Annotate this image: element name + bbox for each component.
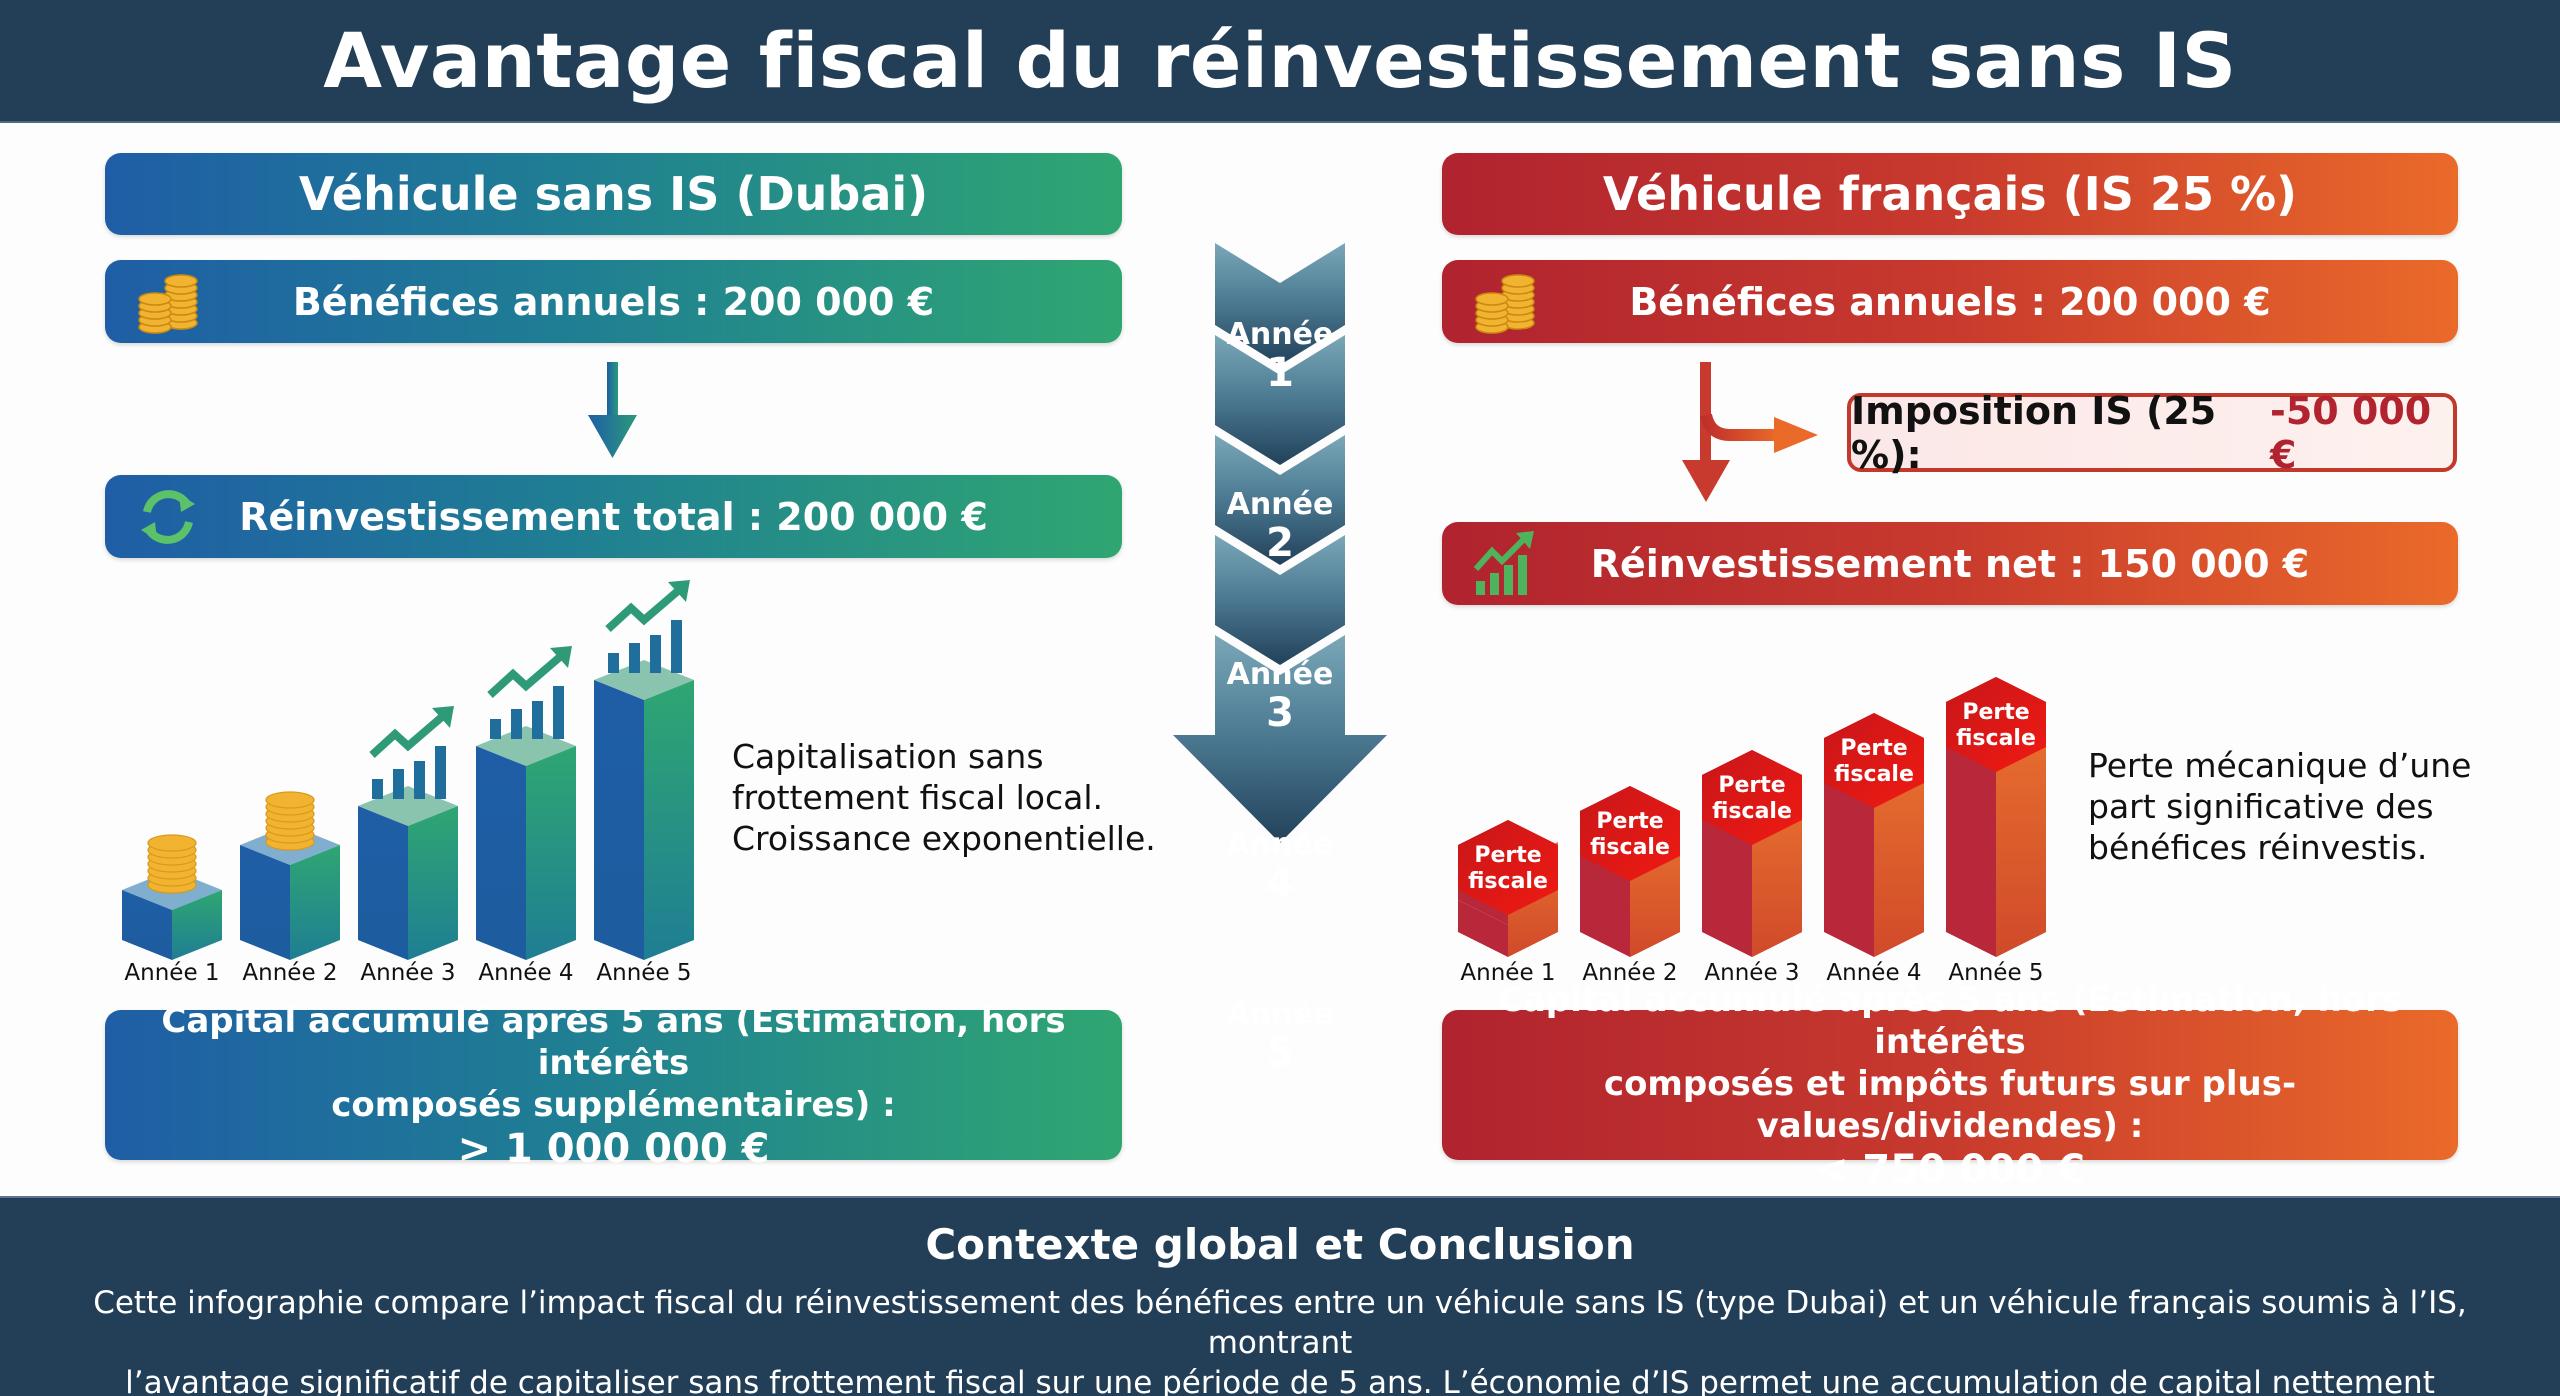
svg-text:Perte: Perte [1962,700,2029,725]
right-description: Perte mécanique d’une part significative… [2088,745,2471,868]
left-year-label-3: Année 3 [360,960,456,986]
mini-bars-icon [372,746,446,799]
coins-icon [265,791,315,851]
svg-text:Perte: Perte [1596,809,1663,834]
right-bar-year-5: Perte fiscale [1946,677,2046,957]
right-title: Véhicule français (IS 25 %) [1602,167,2298,221]
timeline-step-5: Année 5 [1226,997,1334,1076]
timeline-step-2: Année 2 [1226,487,1334,566]
refresh-icon [141,489,195,544]
page-title: Avantage fiscal du réinvestissement sans… [323,16,2237,105]
right-description-line-2: part significative des [2088,787,2434,826]
right-year-label-2: Année 2 [1582,960,1678,986]
left-description-line-1: Capitalisation sans [732,737,1044,776]
imposition-box: Imposition IS (25 %): -50 000 € [1847,389,2457,477]
svg-text:fiscale: fiscale [1468,869,1548,894]
coins-icon [138,273,198,334]
growth-chart-icon [1473,530,1534,595]
right-loss-bars: Perte fiscale Perte fiscale Perte fiscal… [1458,677,2046,957]
right-bar-year-3: Perte fiscale [1702,750,1802,957]
left-capital-line-1: Capital accumulé après 5 ans (Estimation… [161,1001,1066,1083]
mini-bars-icon [608,620,682,673]
right-description-line-3: bénéfices réinvestis. [2088,828,2428,867]
timeline-chevrons [1173,243,1387,843]
right-benefits-text: Bénéfices annuels : 200 000 € [1629,279,2271,324]
right-capital-line-1: Capital accumulé après 5 ans (Estimation… [1497,980,2403,1062]
right-capital-amount: < 750 000 € [1814,1147,2086,1193]
chevron-year-1 [1215,243,1345,365]
left-bar-year-5 [594,580,694,960]
footer-title: Contexte global et Conclusion [925,1220,1635,1269]
right-bar-year-2: Perte fiscale [1580,786,1680,957]
left-capital-box: Capital accumulé après 5 ans (Estimation… [105,1001,1122,1170]
footer-text: Cette infographie compare l’impact fisca… [0,1283,2560,1396]
right-reinvest-text: Réinvestissement net : 150 000 € [1590,541,2310,586]
right-year-label-4: Année 4 [1826,960,1922,986]
right-title-box: Véhicule français (IS 25 %) [1442,153,2458,235]
conclusion-footer: Contexte global et Conclusion Cette info… [0,1196,2560,1396]
svg-text:Perte: Perte [1840,736,1907,761]
chevron-year-3 [1215,435,1345,565]
right-bar-year-1: Perte fiscale [1458,820,1558,957]
timeline-overlay: Année 1 Année 2 Année 3 Année 4 Année 5 [1160,235,1400,1170]
left-bar-year-4 [476,646,576,960]
left-bar-year-3 [358,706,458,960]
right-year-label-3: Année 3 [1704,960,1800,986]
left-reinvest-box: Réinvestissement total : 200 000 € [105,475,1122,558]
footer-line-2: l’avantage significatif de capitaliser s… [125,1365,2435,1396]
right-benefits-box: Bénéfices annuels : 200 000 € [1442,260,2458,343]
left-year-label-2: Année 2 [242,960,338,986]
left-year-label-5: Année 5 [596,960,692,986]
left-title-box: Véhicule sans IS (Dubai) [105,153,1122,235]
imposition-value: -50 000 € [2270,388,2432,477]
left-title: Véhicule sans IS (Dubai) [298,167,929,221]
svg-text:fiscale: fiscale [1590,835,1670,860]
right-capital-box: Capital accumulé après 5 ans (Estimation… [1442,980,2458,1191]
left-description-line-2: frottement fiscal local. [732,778,1104,817]
svg-text:fiscale: fiscale [1712,799,1792,824]
arrow-down-icon [588,362,637,458]
imposition-label: Imposition IS (25 %): [1851,388,2217,477]
right-capital-line-2: composés et impôts futurs sur plus-value… [1603,1064,2297,1146]
right-year-label-5: Année 5 [1948,960,2044,986]
coins-icon [1475,273,1535,334]
left-description: Capitalisation sans frottement fiscal lo… [732,736,1156,859]
chevron-year-5-arrow [1173,635,1387,843]
chevron-year-4 [1215,535,1345,665]
left-year-label-1: Année 1 [124,960,220,986]
timeline-step-3: Année 3 [1226,657,1334,736]
svg-text:fiscale: fiscale [1956,726,2036,751]
left-reinvest-text: Réinvestissement total : 200 000 € [239,494,988,539]
left-year-label-4: Année 4 [478,960,574,986]
svg-text:Perte: Perte [1718,773,1785,798]
left-bar-year-2 [240,791,340,960]
timeline-step-4: Année 4 [1226,827,1334,906]
right-description-line-1: Perte mécanique d’une [2088,746,2472,785]
left-capital-line-2: composés supplémentaires) : [331,1085,896,1125]
svg-text:Perte: Perte [1474,843,1541,868]
split-arrow-icon [1682,362,1818,502]
right-year-label-1: Année 1 [1460,960,1556,986]
mini-bars-icon [490,686,564,739]
footer-line-1: Cette infographie compare l’impact fisca… [93,1285,2467,1361]
left-capital-amount: > 1 000 000 € [457,1126,770,1172]
left-bar-year-1 [122,834,222,960]
left-benefits-text: Bénéfices annuels : 200 000 € [292,279,935,324]
right-bar-year-4: Perte fiscale [1824,713,1924,957]
timeline-step-1: Année 1 [1226,317,1334,396]
chevron-year-2 [1215,335,1345,465]
svg-text:fiscale: fiscale [1834,762,1914,787]
left-description-line-3: Croissance exponentielle. [732,819,1156,858]
right-reinvest-box: Réinvestissement net : 150 000 € [1442,522,2458,605]
left-benefits-box: Bénéfices annuels : 200 000 € [105,260,1122,343]
coins-icon [147,834,197,894]
page-header: Avantage fiscal du réinvestissement sans… [0,0,2560,123]
left-growth-bars [122,580,694,960]
